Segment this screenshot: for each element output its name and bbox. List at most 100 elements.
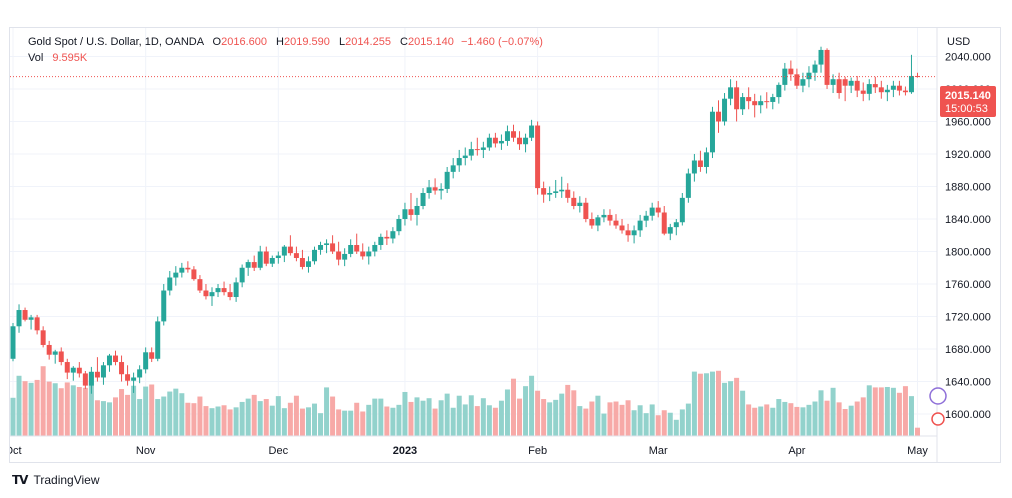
candle-body [10, 326, 16, 359]
candle-body [697, 160, 703, 167]
candle-body [583, 202, 589, 219]
volume-bar [583, 408, 589, 436]
volume-bar [281, 408, 287, 436]
candle-body [812, 64, 818, 73]
candle-body [553, 191, 559, 193]
candle-body [40, 330, 46, 345]
candle-body [318, 245, 324, 250]
candle-body [824, 49, 830, 85]
footer[interactable]: 𝗧𝗩 TradingView [12, 473, 100, 487]
candle-body [161, 290, 167, 322]
volume-bar [76, 386, 82, 436]
volume-legend: Vol 9.595K [28, 52, 87, 64]
candle-body [233, 282, 239, 298]
volume-bar [360, 411, 366, 436]
volume-bar [577, 406, 583, 436]
candle-body [643, 215, 649, 221]
candle-body [746, 97, 752, 102]
volume-bar [125, 394, 131, 436]
time-tick-label: Feb [528, 445, 547, 457]
candle-body [547, 192, 553, 195]
vol-value: 9.595K [52, 52, 88, 64]
price-tick-label: 1840.000 [945, 214, 991, 226]
volume-bar [619, 404, 625, 436]
candle-body [137, 369, 143, 378]
candle-body [106, 355, 112, 366]
volume-bar [336, 409, 342, 436]
volume-bar [510, 378, 516, 436]
volume-bar [450, 407, 456, 436]
volume-bar [378, 398, 384, 436]
candle-body [34, 317, 40, 331]
candle-body [589, 218, 595, 226]
volume-bar [559, 393, 565, 436]
volume-bar [88, 374, 94, 436]
volume-bar [462, 404, 468, 436]
candle-body [239, 267, 245, 283]
volume-bar [631, 410, 637, 436]
candle-body [221, 288, 227, 293]
candle-body [685, 173, 691, 198]
candle-body [444, 171, 450, 189]
volume-bar [40, 366, 46, 436]
volume-bar [915, 427, 920, 436]
volume-bar [100, 401, 106, 436]
volume-bar [209, 408, 215, 436]
candle-body [227, 292, 233, 298]
candle-body [830, 79, 836, 85]
legend-low-label: L [338, 36, 346, 48]
candle-body [896, 85, 902, 91]
price-tick-label: 1880.000 [945, 181, 991, 193]
candle-body [342, 253, 348, 260]
volume-bar [215, 406, 221, 436]
candle-body [450, 165, 456, 172]
volume-bar [372, 398, 378, 436]
volume-bar [137, 399, 143, 436]
candle-body [251, 262, 257, 268]
candle-body [625, 230, 631, 236]
candle-body [245, 262, 251, 268]
chart-frame[interactable]: 1600.000 1640.000 1680.000 1720.000 1760.000… [9, 27, 1001, 463]
candle-body [703, 152, 709, 167]
volume-bar [330, 396, 336, 436]
volume-bar [649, 404, 655, 436]
volume-bar [896, 392, 902, 436]
volume-bar [637, 405, 643, 436]
legend-open-label: O [212, 36, 222, 48]
price-tick-label: 1760.000 [945, 279, 991, 291]
volume-bar [716, 370, 722, 436]
volume-bar [607, 402, 613, 436]
legend-close: 2015.140 [407, 36, 454, 48]
volume-bar [794, 406, 800, 436]
candle-body [125, 374, 131, 381]
time-tick-label: 2023 [393, 445, 417, 457]
legend-change: −1.460 (−0.07%) [460, 36, 543, 48]
price-tick-label: 1920.000 [945, 149, 991, 161]
candle-body [667, 227, 673, 234]
candlestick-chart[interactable]: 1600.000 1640.000 1680.000 1720.000 1760.000… [10, 28, 1000, 462]
candle-body [529, 125, 535, 138]
candle-body [878, 87, 884, 93]
candle-body [462, 155, 468, 159]
price-tick-label: 1640.000 [945, 377, 991, 389]
candle-body [293, 253, 299, 259]
candle-body [366, 251, 372, 257]
volume-bar [106, 402, 112, 436]
candle-body [836, 79, 842, 94]
time-axis[interactable]: Oct Nov Dec 2023 Feb Mar Apr May [10, 445, 928, 457]
volume-bar [486, 405, 492, 436]
volume-bar [504, 389, 510, 436]
volume-bar [390, 407, 396, 436]
scroll-icon[interactable] [929, 387, 947, 426]
volume-bar [342, 410, 348, 436]
volume-bar [432, 408, 438, 436]
price-tick-label: 1800.000 [945, 247, 991, 259]
volume-bar [58, 388, 64, 436]
volume-bar [860, 397, 866, 436]
volume-bar [613, 401, 619, 436]
candle-body [848, 80, 854, 86]
candle-body [709, 111, 715, 153]
price-tick-label: 1960.000 [945, 116, 991, 128]
volume-bar [589, 401, 595, 436]
candle-body [649, 207, 655, 216]
